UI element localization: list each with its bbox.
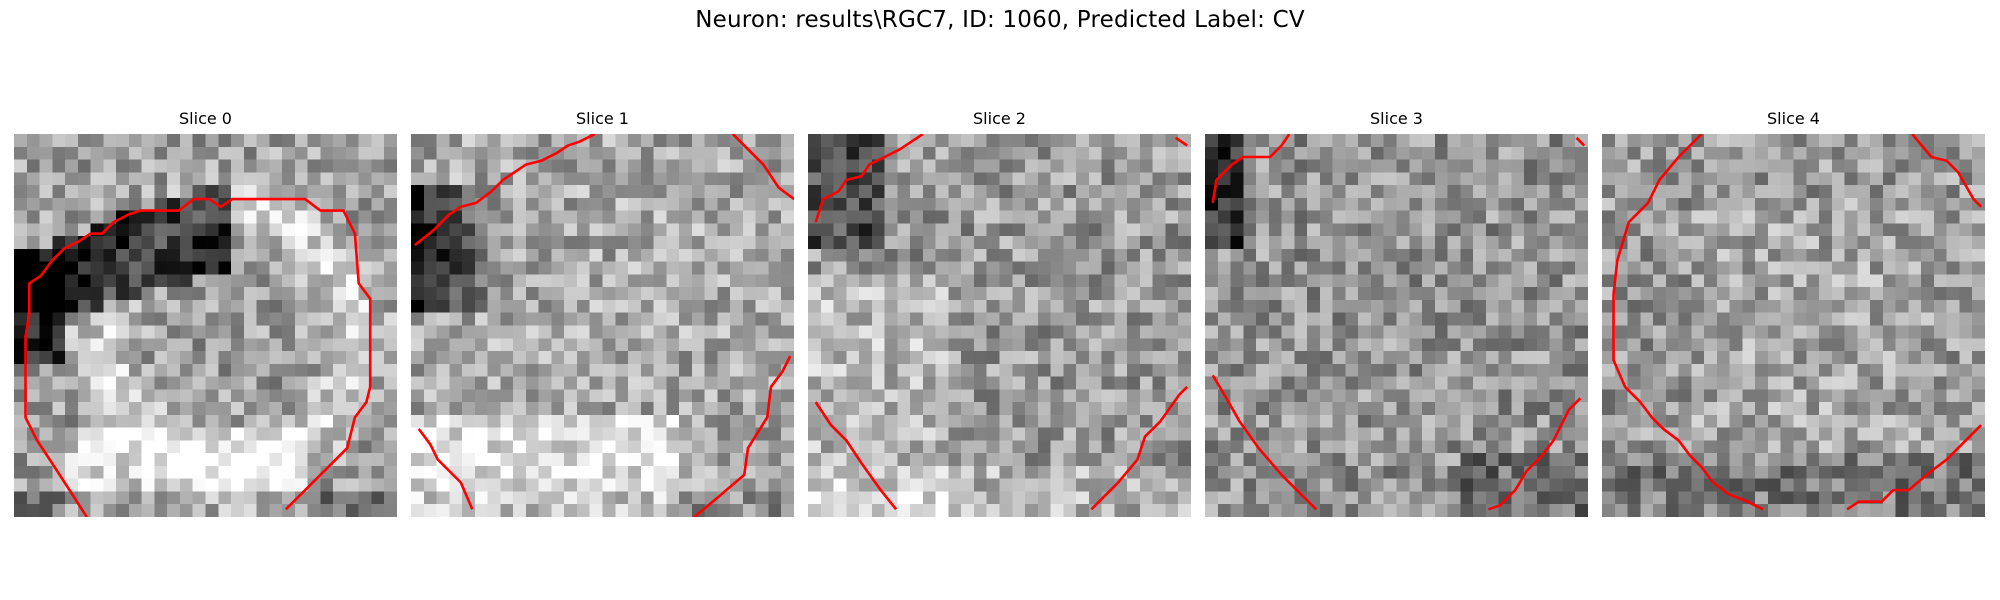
contour-line [814, 134, 924, 223]
contour-line [1090, 385, 1189, 511]
contour-line [417, 428, 474, 510]
slice-pixels [1205, 134, 1588, 517]
contour-line [413, 134, 596, 247]
slice-title-1: Slice 1 [576, 109, 629, 128]
slice-title-3: Slice 3 [1370, 109, 1423, 128]
contour-line [1211, 134, 1291, 204]
contour-line [1211, 374, 1318, 511]
slice-pixels [1602, 134, 1985, 517]
contour-line [1846, 424, 1983, 511]
slice-title-0: Slice 0 [179, 109, 232, 128]
slice-pixels [14, 134, 397, 517]
contour-line [1487, 397, 1582, 511]
slice-image-1 [411, 134, 794, 517]
contour-line [1911, 134, 1983, 208]
contour-line [1174, 136, 1188, 147]
contour-line [1612, 134, 1764, 511]
slice-title-2: Slice 2 [973, 109, 1026, 128]
contour-line [814, 401, 898, 511]
slice-pixels [808, 134, 1191, 517]
slice-image-4 [1602, 134, 1985, 517]
contour-line [24, 197, 372, 517]
contour-line [693, 355, 792, 517]
slice-image-3 [1205, 134, 1588, 517]
slice-image-2 [808, 134, 1191, 517]
contour-line [731, 134, 794, 201]
slice-image-0 [14, 134, 397, 517]
slice-title-4: Slice 4 [1767, 109, 1820, 128]
figure-title: Neuron: results\RGC7, ID: 1060, Predicte… [695, 7, 1305, 33]
contour-line [1575, 136, 1586, 147]
slice-pixels [411, 134, 794, 517]
